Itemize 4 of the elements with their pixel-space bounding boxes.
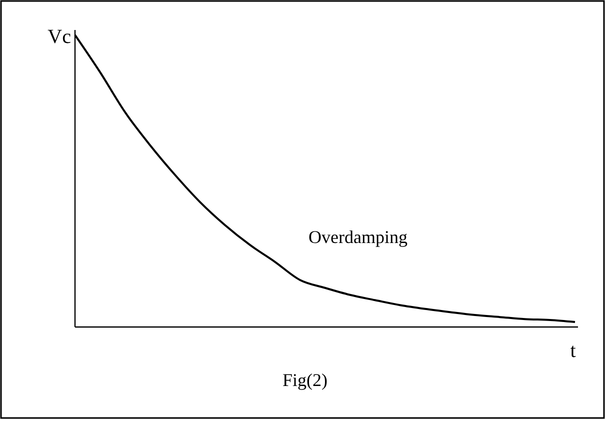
text: Fig(2) [282,370,328,390]
x-axis-title: t [570,340,576,362]
annotation: Overdamping [308,227,408,247]
y-axis-title: Vc [48,26,72,48]
